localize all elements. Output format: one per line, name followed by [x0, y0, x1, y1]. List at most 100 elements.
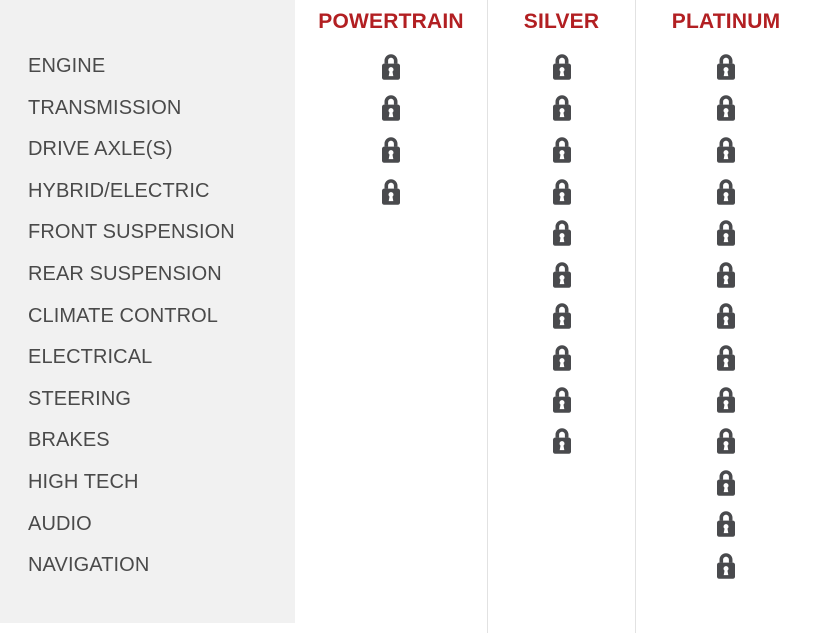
table-row: REAR SUSPENSION — [0, 254, 816, 296]
cell-platinum — [636, 46, 816, 88]
matrix-rows: ENGINE TRANSMISSION DRIVE AXLE(S) HYBRID/EL… — [0, 46, 816, 587]
cell-platinum — [636, 379, 816, 421]
cell-silver — [488, 212, 635, 254]
cell-silver — [488, 171, 635, 213]
cell-platinum — [636, 337, 816, 379]
lock-icon — [379, 53, 403, 81]
row-label: STEERING — [28, 387, 132, 410]
cell-powertrain — [295, 212, 487, 254]
lock-icon — [714, 219, 738, 247]
cell-powertrain — [295, 296, 487, 338]
cell-powertrain — [295, 337, 487, 379]
empty-cell — [550, 510, 574, 538]
lock-icon — [714, 136, 738, 164]
table-row: DRIVE AXLE(S) — [0, 129, 816, 171]
empty-cell — [379, 219, 403, 247]
column-divider-silver-platinum — [635, 0, 636, 633]
table-row: ENGINE — [0, 46, 816, 88]
row-label: HYBRID/ELECTRIC — [28, 179, 210, 202]
lock-icon — [550, 178, 574, 206]
column-divider-powertrain-silver — [487, 0, 488, 633]
table-row: BRAKES — [0, 420, 816, 462]
cell-silver — [488, 254, 635, 296]
lock-icon — [550, 386, 574, 414]
cell-silver — [488, 462, 635, 504]
cell-silver — [488, 88, 635, 130]
lock-icon — [714, 510, 738, 538]
row-label: DRIVE AXLE(S) — [28, 138, 173, 161]
lock-icon — [379, 178, 403, 206]
lock-icon — [714, 53, 738, 81]
cell-silver — [488, 545, 635, 587]
table-row: AUDIO — [0, 504, 816, 546]
row-label: FRONT SUSPENSION — [28, 221, 235, 244]
lock-icon — [550, 94, 574, 122]
column-header-platinum: PLATINUM — [671, 10, 781, 33]
lock-icon — [379, 136, 403, 164]
cell-powertrain — [295, 420, 487, 462]
table-row: TRANSMISSION — [0, 88, 816, 130]
cell-silver — [488, 337, 635, 379]
cell-powertrain — [295, 254, 487, 296]
lock-icon — [714, 261, 738, 289]
empty-cell — [379, 261, 403, 289]
cell-silver — [488, 296, 635, 338]
row-label: REAR SUSPENSION — [28, 262, 222, 285]
empty-cell — [550, 469, 574, 497]
cell-powertrain — [295, 129, 487, 171]
empty-cell — [379, 386, 403, 414]
cell-platinum — [636, 504, 816, 546]
cell-silver — [488, 379, 635, 421]
cell-powertrain — [295, 46, 487, 88]
cell-powertrain — [295, 545, 487, 587]
empty-cell — [379, 344, 403, 372]
table-row: HIGH TECH — [0, 462, 816, 504]
lock-icon — [714, 386, 738, 414]
cell-platinum — [636, 296, 816, 338]
cell-powertrain — [295, 462, 487, 504]
empty-cell — [379, 427, 403, 455]
cell-platinum — [636, 420, 816, 462]
row-label: BRAKES — [28, 429, 110, 452]
table-row: ELECTRICAL — [0, 337, 816, 379]
cell-platinum — [636, 171, 816, 213]
category-sidebar-panel — [0, 0, 295, 623]
lock-icon — [714, 344, 738, 372]
cell-powertrain — [295, 504, 487, 546]
lock-icon — [714, 552, 738, 580]
cell-silver — [488, 420, 635, 462]
lock-icon — [550, 302, 574, 330]
lock-icon — [714, 94, 738, 122]
cell-platinum — [636, 212, 816, 254]
column-header-powertrain: POWERTRAIN — [318, 10, 464, 33]
empty-cell — [379, 469, 403, 497]
empty-cell — [379, 552, 403, 580]
cell-platinum — [636, 129, 816, 171]
row-label: NAVIGATION — [28, 554, 150, 577]
table-row: CLIMATE CONTROL — [0, 296, 816, 338]
row-label: HIGH TECH — [28, 470, 139, 493]
lock-icon — [550, 344, 574, 372]
lock-icon — [379, 94, 403, 122]
cell-powertrain — [295, 379, 487, 421]
lock-icon — [714, 469, 738, 497]
cell-silver — [488, 504, 635, 546]
lock-icon — [714, 427, 738, 455]
lock-icon — [550, 136, 574, 164]
row-label: AUDIO — [28, 512, 92, 535]
cell-powertrain — [295, 88, 487, 130]
lock-icon — [714, 302, 738, 330]
cell-silver — [488, 46, 635, 88]
lock-icon — [714, 178, 738, 206]
row-label: ELECTRICAL — [28, 346, 153, 369]
cell-platinum — [636, 462, 816, 504]
cell-powertrain — [295, 171, 487, 213]
cell-silver — [488, 129, 635, 171]
table-row: NAVIGATION — [0, 545, 816, 587]
row-label: TRANSMISSION — [28, 96, 182, 119]
table-row: HYBRID/ELECTRIC — [0, 171, 816, 213]
table-row: FRONT SUSPENSION — [0, 212, 816, 254]
empty-cell — [379, 302, 403, 330]
lock-icon — [550, 261, 574, 289]
